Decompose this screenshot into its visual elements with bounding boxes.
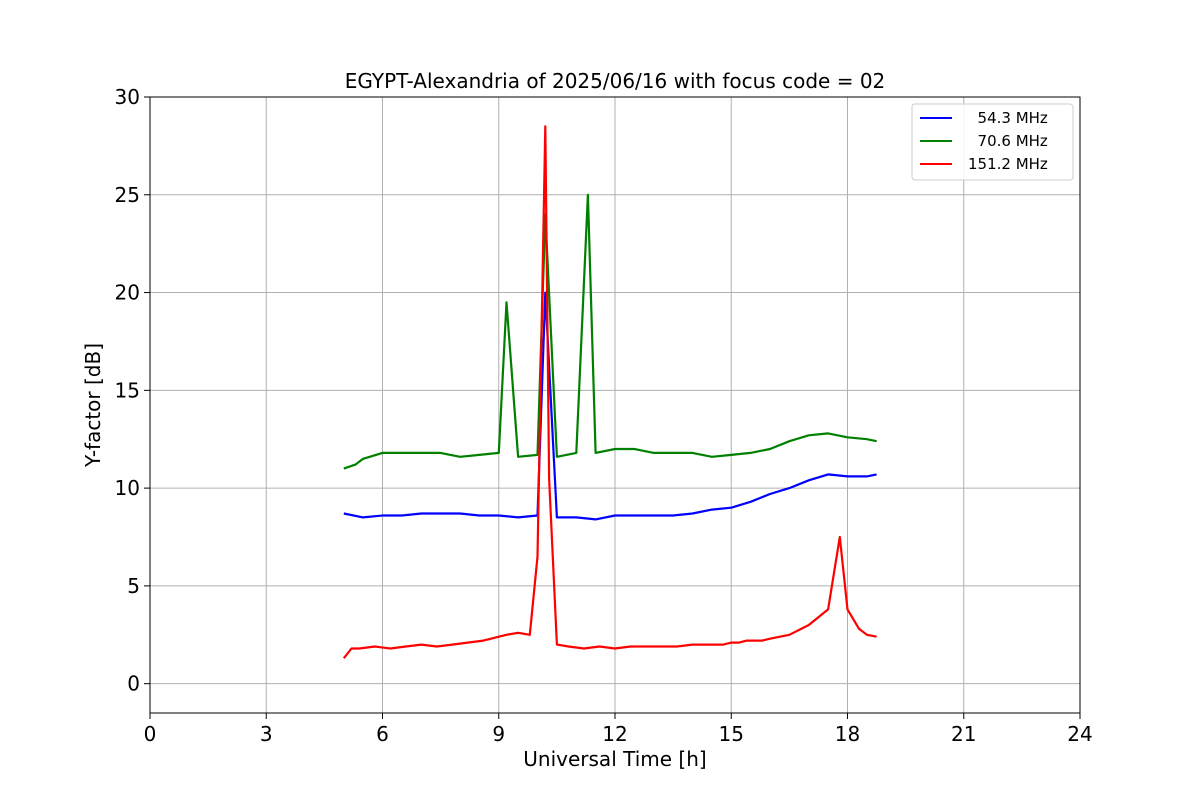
y-tick-label: 0 <box>127 672 140 696</box>
y-axis: 0 5 10 15 20 25 30 <box>115 85 150 696</box>
x-axis-title: Universal Time [h] <box>523 747 706 771</box>
y-axis-title: Y-factor [dB] <box>81 343 105 468</box>
grid <box>149 96 1081 713</box>
legend-label: 54.3 MHz <box>968 109 1048 127</box>
x-tick-label: 21 <box>951 722 976 746</box>
x-tick-label: 18 <box>835 722 860 746</box>
x-tick-label: 9 <box>492 722 505 746</box>
series-line-3 <box>342 125 877 659</box>
legend-label: 151.2 MHz <box>968 155 1048 173</box>
series-layer <box>342 125 877 659</box>
y-tick-label: 5 <box>127 574 140 598</box>
series-line-2 <box>343 193 877 470</box>
y-tick-label: 15 <box>115 378 140 402</box>
x-tick-label: 6 <box>376 722 389 746</box>
x-tick-label: 12 <box>602 722 627 746</box>
series-line-1 <box>343 291 877 521</box>
x-tick-label: 3 <box>260 722 273 746</box>
x-tick-label: 24 <box>1067 722 1092 746</box>
y-tick-label: 20 <box>115 281 140 305</box>
x-tick-label: 15 <box>719 722 744 746</box>
x-tick-label: 0 <box>144 722 157 746</box>
legend-box <box>911 103 1074 181</box>
y-tick-label: 25 <box>115 183 140 207</box>
legend: 54.3 MHz 70.6 MHz 151.2 MHz <box>911 103 1074 181</box>
x-axis: 0 3 6 9 12 15 18 21 24 <box>144 713 1093 746</box>
chart-title: EGYPT-Alexandria of 2025/06/16 with focu… <box>345 69 886 93</box>
y-tick-label: 30 <box>115 85 140 109</box>
y-tick-label: 10 <box>115 476 140 500</box>
legend-label: 70.6 MHz <box>968 132 1048 150</box>
